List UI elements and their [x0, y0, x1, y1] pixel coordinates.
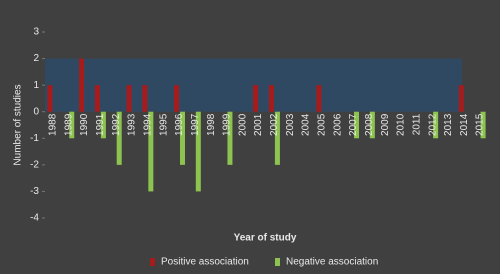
x-tick-label: 1989	[63, 113, 74, 136]
y-tick-label: 1	[33, 80, 39, 91]
bar	[458, 85, 464, 112]
x-tick-label: 1993	[127, 113, 138, 136]
x-tick-label: 2011	[411, 113, 422, 135]
x-tick-label: 2015	[475, 113, 486, 136]
x-tick-label: 2006	[332, 113, 343, 136]
x-tick-label: 2013	[443, 113, 454, 136]
x-tick-label: 1996	[174, 113, 185, 136]
bar	[47, 85, 53, 112]
y-tick-label: 0	[33, 106, 39, 117]
x-tick-label: 2008	[364, 113, 375, 136]
bar	[369, 111, 375, 139]
x-tick-label: 1992	[111, 113, 122, 136]
x-tick-label: 2003	[285, 113, 296, 136]
x-tick-label: 2000	[237, 113, 248, 136]
y-tick-label: 2	[33, 53, 39, 64]
bar	[116, 111, 122, 165]
bar	[173, 85, 179, 112]
x-tick-label: 1995	[158, 113, 169, 136]
y-tick-label: 3	[33, 27, 39, 38]
bar	[142, 85, 148, 112]
bar	[433, 111, 439, 139]
x-tick-label: 2005	[317, 113, 328, 136]
legend-label: Negative association	[286, 257, 378, 268]
bar	[179, 111, 185, 165]
x-tick-label: 1988	[48, 113, 59, 136]
y-axis-title: Number of studies	[13, 84, 24, 165]
x-tick-label: 2012	[427, 113, 438, 136]
x-axis-title: Year of study	[234, 233, 297, 244]
bar	[253, 85, 259, 112]
bar	[227, 111, 233, 165]
y-tick-label: -3	[30, 186, 39, 197]
x-tick-label: 1991	[95, 113, 106, 136]
x-tick-label: 2001	[253, 113, 264, 136]
x-tick-label: 2014	[459, 113, 470, 136]
x-tick-label: 2009	[380, 113, 391, 136]
x-tick-label: 1999	[222, 113, 233, 136]
x-tick-label: 2004	[301, 113, 312, 136]
x-tick-label: 2002	[269, 113, 280, 136]
bar	[94, 85, 100, 112]
bar	[100, 111, 106, 139]
bar	[268, 85, 274, 112]
bar	[195, 111, 201, 192]
legend-swatch	[150, 258, 155, 266]
y-tick-label: -4	[30, 213, 39, 224]
legend-label: Positive association	[161, 257, 249, 268]
bar	[79, 58, 85, 112]
bar	[126, 85, 132, 112]
bar	[316, 85, 322, 112]
y-tick-label: -2	[30, 159, 39, 170]
legend-swatch	[275, 258, 280, 266]
x-tick-label: 2010	[396, 113, 407, 136]
bar	[69, 111, 75, 139]
bar	[148, 111, 154, 192]
bar	[274, 111, 280, 165]
x-tick-label: 1997	[190, 113, 201, 136]
bar	[480, 111, 486, 139]
x-tick-label: 1998	[206, 113, 217, 136]
y-tick-label: -1	[30, 133, 39, 144]
x-tick-label: 2007	[348, 113, 359, 136]
x-tick-label: 1990	[79, 113, 90, 136]
x-tick-label: 1994	[142, 113, 153, 136]
bar	[354, 111, 360, 139]
